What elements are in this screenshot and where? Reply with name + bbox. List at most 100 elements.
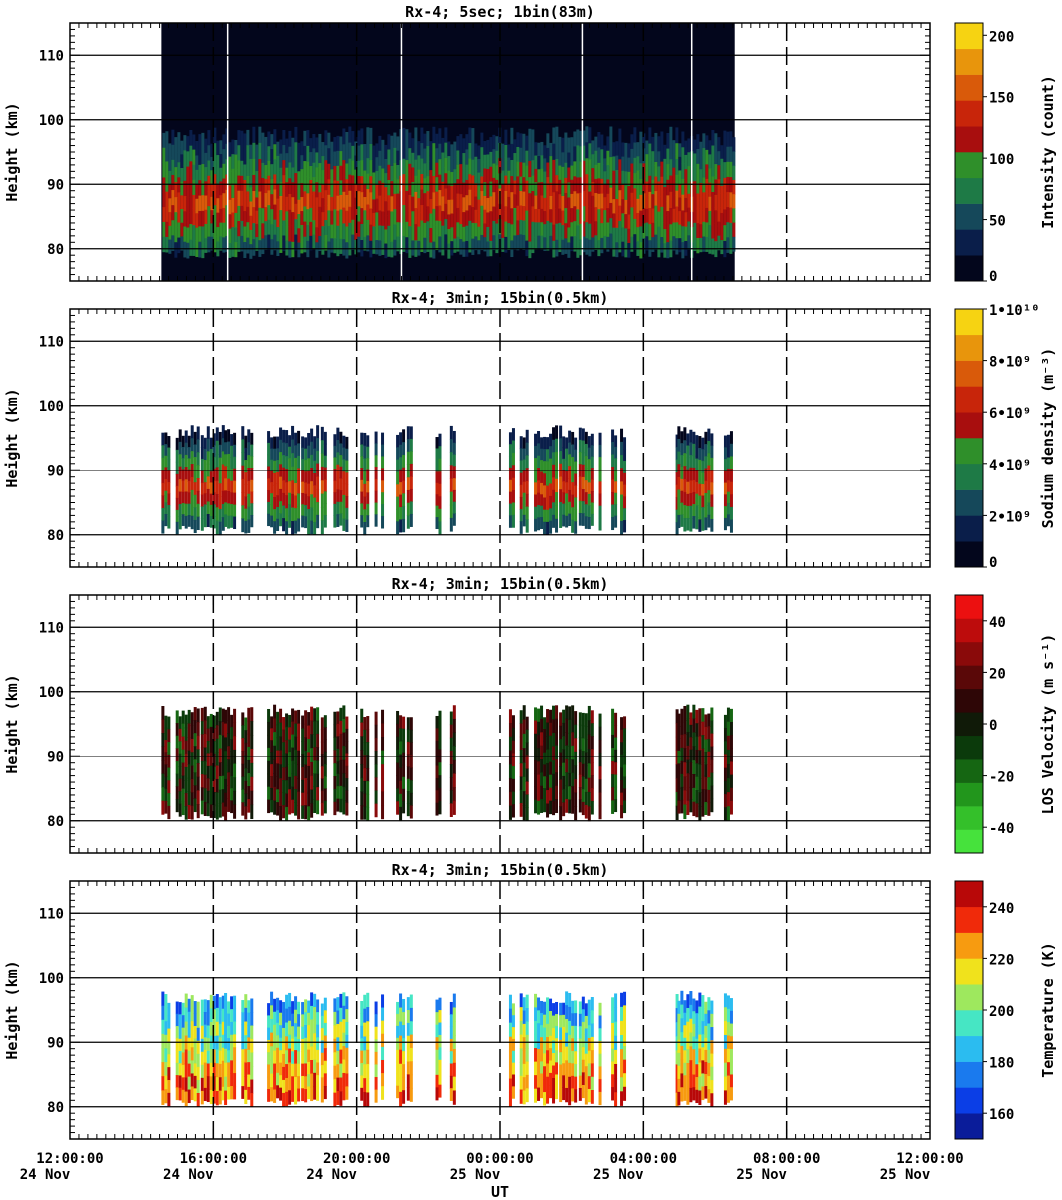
data-cell xyxy=(675,709,679,724)
data-cell xyxy=(559,1089,563,1103)
data-cell xyxy=(252,126,256,144)
data-cell xyxy=(209,778,213,793)
data-cell xyxy=(489,137,493,153)
data-cell xyxy=(636,156,640,171)
data-cell xyxy=(723,130,727,147)
data-cell xyxy=(528,160,532,178)
data-cell xyxy=(318,163,322,179)
data-cell xyxy=(354,239,358,255)
data-cell xyxy=(402,1025,406,1039)
data-cell xyxy=(267,799,271,814)
data-cell xyxy=(729,456,733,470)
data-cell xyxy=(620,428,624,443)
data-cell xyxy=(452,1048,456,1064)
data-cell xyxy=(573,191,577,207)
data-cell xyxy=(323,997,327,1011)
data-cell xyxy=(449,1014,453,1028)
data-cell xyxy=(453,210,457,226)
colorbar-label: Sodium density (m⁻³) xyxy=(1039,348,1057,529)
data-cell xyxy=(273,129,277,145)
data-cell xyxy=(230,1047,234,1061)
data-cell xyxy=(184,753,188,768)
data-cell xyxy=(565,718,569,733)
data-cell xyxy=(336,1064,340,1079)
data-cell xyxy=(175,773,179,787)
data-cell xyxy=(307,445,311,459)
data-cell xyxy=(568,430,572,443)
data-cell xyxy=(210,170,214,185)
data-cell xyxy=(513,207,517,223)
data-cell xyxy=(552,1090,556,1104)
data-cell xyxy=(657,136,661,152)
data-cell xyxy=(224,992,228,1008)
data-cell xyxy=(247,1025,251,1038)
data-cell xyxy=(474,209,478,224)
data-cell xyxy=(250,1093,254,1108)
data-cell xyxy=(598,726,602,741)
data-cell xyxy=(282,455,286,469)
data-cell xyxy=(552,705,556,720)
data-cell xyxy=(187,447,191,459)
data-cell xyxy=(203,437,207,450)
data-cell xyxy=(486,183,490,199)
data-cell xyxy=(333,445,337,458)
data-cell xyxy=(698,708,702,723)
data-cell xyxy=(360,1050,364,1064)
data-cell xyxy=(511,791,515,805)
data-cell xyxy=(323,776,327,789)
data-cell xyxy=(313,473,317,486)
data-cell xyxy=(300,155,304,170)
data-cell xyxy=(310,507,314,522)
data-cell xyxy=(590,445,594,458)
data-cell xyxy=(598,517,602,531)
data-cell xyxy=(196,1014,200,1029)
data-cell xyxy=(558,222,562,238)
data-cell xyxy=(206,741,210,754)
data-cell xyxy=(206,728,210,742)
data-cell xyxy=(456,207,460,223)
data-cell xyxy=(384,187,388,202)
data-cell xyxy=(396,136,400,152)
data-cell xyxy=(209,448,213,461)
data-cell xyxy=(201,179,205,196)
data-cell xyxy=(675,736,679,752)
data-cell xyxy=(624,228,628,244)
data-cell xyxy=(241,725,245,739)
data-cell xyxy=(374,467,378,480)
data-cell xyxy=(519,1075,523,1091)
data-cell xyxy=(291,466,295,481)
data-cell xyxy=(540,1013,544,1026)
data-cell xyxy=(571,1000,575,1014)
data-cell xyxy=(729,222,733,239)
data-cell xyxy=(313,1006,317,1021)
data-cell xyxy=(717,221,721,237)
data-cell xyxy=(704,480,708,494)
data-cell xyxy=(184,740,188,755)
data-cell xyxy=(429,242,433,258)
data-cell xyxy=(250,1012,254,1027)
data-cell xyxy=(699,196,703,211)
data-cell xyxy=(279,750,283,765)
data-cell xyxy=(378,135,382,152)
data-cell xyxy=(225,189,229,206)
data-cell xyxy=(444,203,448,220)
colorbar-swatch xyxy=(955,759,983,783)
data-cell xyxy=(210,236,214,251)
data-cell xyxy=(282,145,286,161)
data-cell xyxy=(565,745,569,760)
data-cell xyxy=(301,1063,305,1077)
data-cell xyxy=(508,1078,512,1094)
data-cell xyxy=(366,173,370,190)
data-cell xyxy=(288,1048,292,1063)
data-cell xyxy=(581,428,585,442)
data-cell xyxy=(206,790,210,804)
data-cell xyxy=(510,224,514,241)
data-cell xyxy=(698,447,702,461)
data-cell xyxy=(565,482,569,494)
data-cell xyxy=(213,127,217,144)
data-cell xyxy=(224,466,228,479)
data-cell xyxy=(307,1074,311,1087)
data-cell xyxy=(570,236,574,252)
data-cell xyxy=(540,1073,544,1087)
